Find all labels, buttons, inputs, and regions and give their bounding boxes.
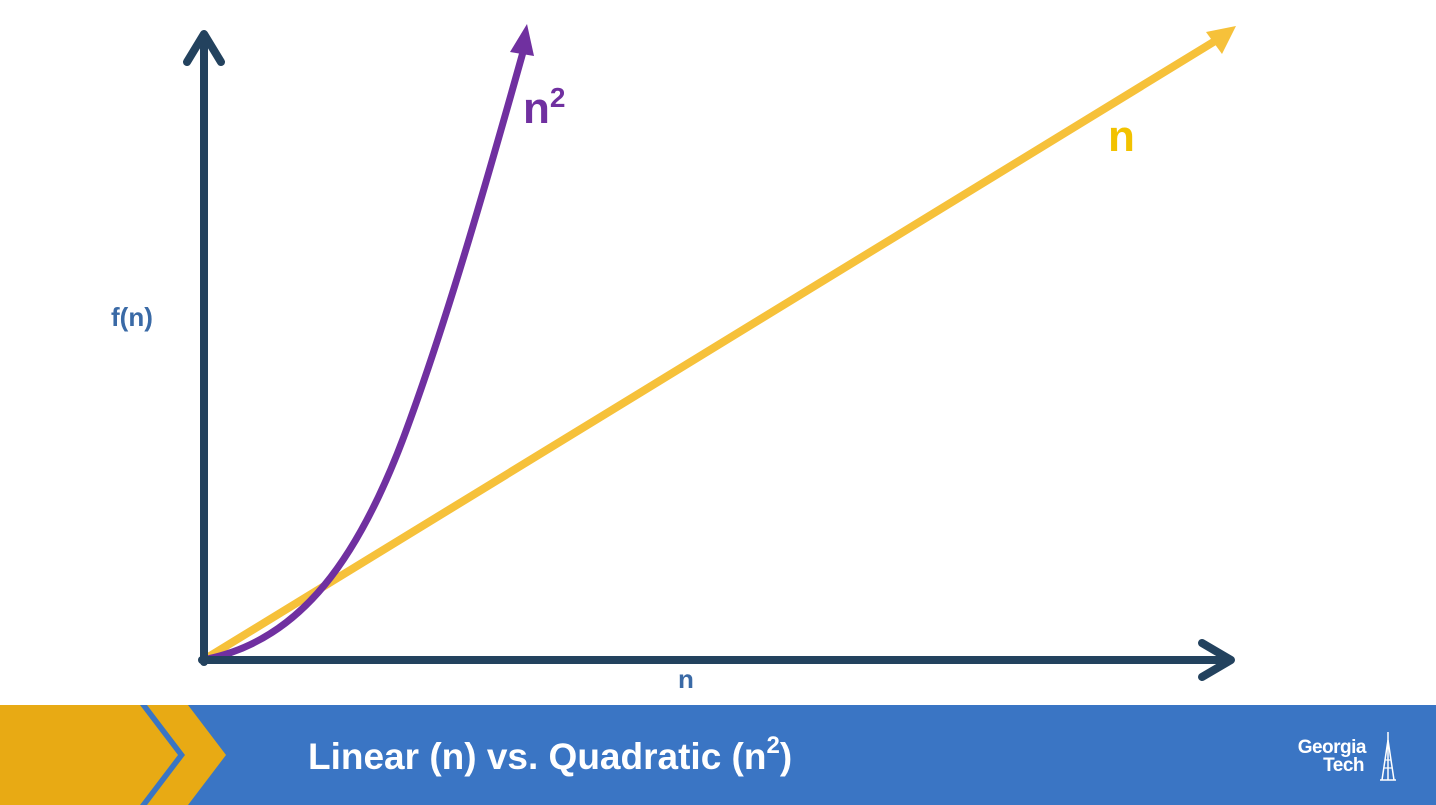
logo-line-georgia: Georgia — [1297, 737, 1367, 758]
slide-title: Linear (n) vs. Quadratic (n2) — [308, 731, 793, 779]
linear-line — [201, 34, 1224, 663]
linear-label: n — [1108, 112, 1135, 161]
y-axis-arrowhead — [183, 30, 225, 66]
logo-line-tech: Tech — [1323, 755, 1364, 776]
quadratic-curve — [203, 41, 529, 663]
linear-arrowhead — [1206, 26, 1236, 54]
quadratic-label-exponent: 2 — [550, 82, 566, 113]
slide-title-main: Linear (n) vs. Quadratic (n — [308, 736, 767, 777]
footer-band: Linear (n) vs. Quadratic (n2) Georgia Te… — [0, 705, 1436, 805]
quadratic-label: n2 — [523, 82, 565, 133]
slide-title-end: ) — [779, 736, 793, 777]
slide-title-exponent: 2 — [766, 731, 780, 759]
quadratic-arrowhead — [510, 24, 534, 56]
y-axis-label: f(n) — [111, 302, 153, 332]
tower-icon — [1380, 732, 1396, 781]
growth-diagram: f(n) n n2 n — [111, 24, 1236, 694]
georgia-tech-logo: Georgia Tech — [1272, 732, 1402, 784]
x-axis-label: n — [678, 664, 694, 694]
quadratic-label-base: n — [523, 84, 550, 133]
chevron-decoration-icon — [0, 705, 226, 805]
x-axis-arrowhead — [1198, 639, 1235, 681]
